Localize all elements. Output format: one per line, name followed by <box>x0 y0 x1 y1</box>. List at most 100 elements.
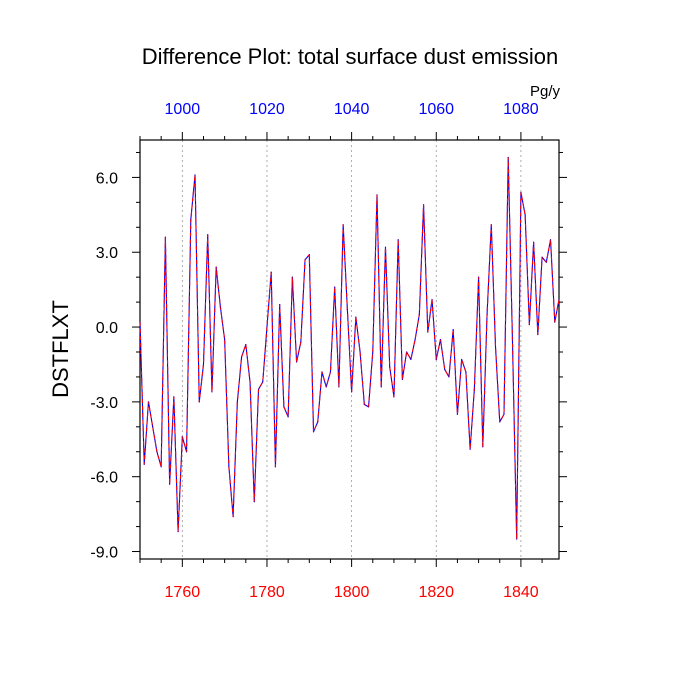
data-point <box>439 338 442 341</box>
data-point <box>359 351 361 353</box>
data-point <box>304 259 306 261</box>
data-point <box>287 416 289 418</box>
data-point <box>427 331 429 333</box>
data-point <box>270 271 272 273</box>
x-bottom-tick-label: 1760 <box>165 584 201 601</box>
data-point <box>516 538 518 540</box>
data-point <box>465 371 467 373</box>
data-point <box>279 304 281 306</box>
data-point <box>507 156 509 159</box>
data-point <box>334 286 336 288</box>
data-point <box>397 239 399 241</box>
data-point <box>541 256 543 258</box>
data-point <box>215 266 217 268</box>
data-point <box>219 306 222 308</box>
data-point <box>249 381 251 383</box>
data-point <box>431 299 433 301</box>
x-bottom-tick-label: 1820 <box>418 584 454 601</box>
data-point <box>355 316 357 318</box>
data-point <box>363 403 365 405</box>
series-difference <box>139 156 560 540</box>
data-point <box>393 396 395 398</box>
data-point <box>389 366 391 368</box>
data-point <box>173 396 175 398</box>
plot-frame <box>139 139 560 560</box>
data-point <box>198 401 200 403</box>
data-point <box>253 501 255 503</box>
data-point <box>511 338 514 341</box>
y-tick-label: 6.0 <box>96 170 118 187</box>
data-point <box>147 401 150 403</box>
data-point <box>499 421 501 423</box>
data-point <box>143 463 145 465</box>
y-axis: -9.0 -6.0 -3.0 0.0 3.0 6.0 <box>90 151 567 562</box>
x-bottom-tick-label: 1780 <box>249 584 285 601</box>
data-point <box>240 356 243 358</box>
data-point <box>262 381 264 383</box>
data-point <box>202 363 205 366</box>
chart-title: Difference Plot: total surface dust emis… <box>142 44 559 69</box>
y-tick-label: -6.0 <box>90 470 118 487</box>
data-point <box>410 358 412 361</box>
data-point <box>384 246 387 248</box>
data-point <box>494 346 497 348</box>
data-point <box>177 530 179 533</box>
x-top-tick-label: 1080 <box>503 101 539 118</box>
data-point <box>312 431 315 433</box>
data-point <box>228 466 230 468</box>
data-point <box>376 194 378 196</box>
data-point <box>448 376 450 378</box>
data-point <box>342 224 344 226</box>
data-point <box>169 483 171 485</box>
grid-lines <box>181 140 522 559</box>
data-point <box>207 234 209 236</box>
data-point <box>160 466 162 468</box>
data-point <box>444 368 446 371</box>
x-top-tick-label: 1060 <box>418 101 454 118</box>
data-point <box>156 451 158 453</box>
data-point <box>194 174 196 176</box>
series-line-red <box>139 156 560 540</box>
data-point <box>486 313 488 316</box>
data-point <box>520 191 522 193</box>
x-bottom-tick-label: 1840 <box>503 584 539 601</box>
data-point <box>549 239 552 241</box>
data-point <box>482 446 484 448</box>
y-tick-label: -3.0 <box>90 395 118 412</box>
data-point <box>351 391 353 393</box>
data-point <box>461 358 463 361</box>
y-tick-label: 0.0 <box>96 320 118 337</box>
data-point <box>435 358 437 361</box>
data-point <box>372 351 374 353</box>
data-point <box>380 386 382 388</box>
data-point <box>346 309 348 311</box>
data-point <box>473 388 475 390</box>
data-point <box>300 341 302 343</box>
data-point <box>338 386 340 388</box>
data-point <box>291 276 293 278</box>
y-axis-label: DSTFLXT <box>48 300 73 398</box>
data-point <box>503 413 505 415</box>
data-point <box>245 343 247 346</box>
data-point <box>456 413 459 415</box>
data-point <box>490 224 492 226</box>
data-point <box>554 321 556 323</box>
x-axis-top: 1000 1020 1040 1060 1080 <box>139 101 543 140</box>
data-point <box>139 321 141 323</box>
x-top-tick-label: 1020 <box>249 101 285 118</box>
data-point <box>528 323 530 326</box>
y-tick-label: -9.0 <box>90 545 118 562</box>
y-tick-label: 3.0 <box>96 245 118 262</box>
x-top-tick-label: 1040 <box>334 101 370 118</box>
data-point <box>524 214 526 216</box>
data-point <box>224 338 226 341</box>
data-point <box>181 436 183 438</box>
data-point <box>469 448 471 450</box>
data-point <box>257 388 260 390</box>
data-point <box>317 421 319 423</box>
data-point <box>308 254 310 256</box>
data-point <box>452 328 454 331</box>
series-line-blue <box>139 156 560 540</box>
data-point <box>533 241 535 243</box>
data-point <box>266 326 268 328</box>
